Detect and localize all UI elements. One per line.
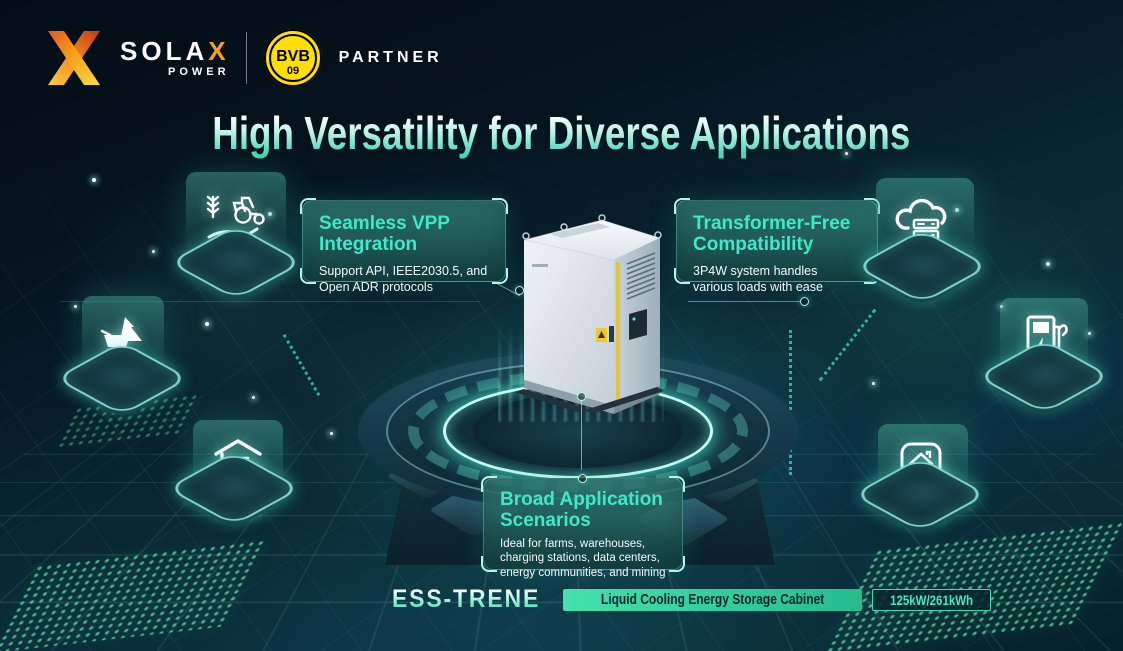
callout-title: Seamless VPP Integration xyxy=(319,213,450,256)
callout-vpp-integration: Seamless VPP Integration Support API, IE… xyxy=(300,198,508,294)
sparkle-dot xyxy=(872,382,875,385)
data-trail xyxy=(282,333,321,397)
sparkle-dot xyxy=(205,322,209,326)
corner-bracket xyxy=(669,476,685,492)
corner-bracket xyxy=(492,268,508,284)
product-type-badge: Liquid Cooling Energy Storage Cabinet xyxy=(563,588,863,611)
solax-brand-text: SOLA xyxy=(120,36,209,66)
solax-wordmark: SOLAX POWER xyxy=(120,38,230,78)
bvb-logo-icon: BVB 09 xyxy=(263,29,322,87)
connector-node xyxy=(800,297,809,306)
callout-title: Broad Application Scenarios xyxy=(500,489,663,532)
data-trail xyxy=(789,330,792,475)
callout-body: Support API, IEEE2030.5, and Open ADR pr… xyxy=(319,263,488,294)
corner-bracket xyxy=(674,198,690,214)
callout-broad-scenarios: Broad Application Scenarios Ideal for fa… xyxy=(481,474,685,579)
ess-cabinet xyxy=(514,214,664,414)
corner-bracket xyxy=(492,198,508,214)
page-title: High Versatility for Diverse Application… xyxy=(0,106,1123,160)
connector-line xyxy=(688,301,800,302)
partner-label: PARTNER xyxy=(338,49,443,66)
callout-transformer-free: Transformer-Free Compatibility 3P4W syst… xyxy=(674,198,880,294)
data-trail xyxy=(818,308,877,382)
corner-bracket xyxy=(481,556,497,572)
sparkle-dot xyxy=(152,250,155,253)
sparkle-dot xyxy=(1046,262,1050,266)
solax-logo-icon xyxy=(48,31,100,85)
callout-body: 3P4W system handles various loads with e… xyxy=(693,263,823,294)
callout-title: Transformer-Free Compatibility xyxy=(693,213,851,256)
brand-bar: SOLAX POWER BVB 09 PARTNER xyxy=(44,28,443,88)
product-spec-badge: 125kW/261kWh xyxy=(872,588,992,611)
brand-divider xyxy=(245,32,247,84)
corner-bracket xyxy=(300,268,316,284)
corner-bracket xyxy=(481,476,497,492)
connector-node xyxy=(578,474,587,483)
connector-line xyxy=(581,396,582,470)
product-type-text: Liquid Cooling Energy Storage Cabinet xyxy=(601,591,825,608)
connector-line xyxy=(60,301,480,302)
solax-brand-x: X xyxy=(208,36,230,66)
solax-sub-text: POWER xyxy=(168,66,230,78)
sparkle-dot xyxy=(74,305,77,308)
sparkle-dot xyxy=(92,178,96,182)
sparkle-dot xyxy=(845,152,848,155)
sparkle-dot xyxy=(252,396,255,399)
page-title-text: High Versatility for Diverse Application… xyxy=(212,107,911,159)
corner-bracket xyxy=(674,268,690,284)
corner-bracket xyxy=(669,556,685,572)
svg-text:BVB: BVB xyxy=(276,48,310,65)
sparkle-dot xyxy=(1088,332,1091,335)
product-spec-text: 125kW/261kWh xyxy=(890,591,974,608)
product-name: ESS-TRENE xyxy=(392,585,541,613)
svg-text:09: 09 xyxy=(286,65,298,77)
corner-bracket xyxy=(300,198,316,214)
callout-body: Ideal for farms, warehouses, charging st… xyxy=(500,537,666,580)
connector-node xyxy=(515,286,524,295)
sparkle-dot xyxy=(330,432,333,435)
product-bar: ESS-TRENE Liquid Cooling Energy Storage … xyxy=(392,585,992,614)
connector-node xyxy=(577,392,586,401)
